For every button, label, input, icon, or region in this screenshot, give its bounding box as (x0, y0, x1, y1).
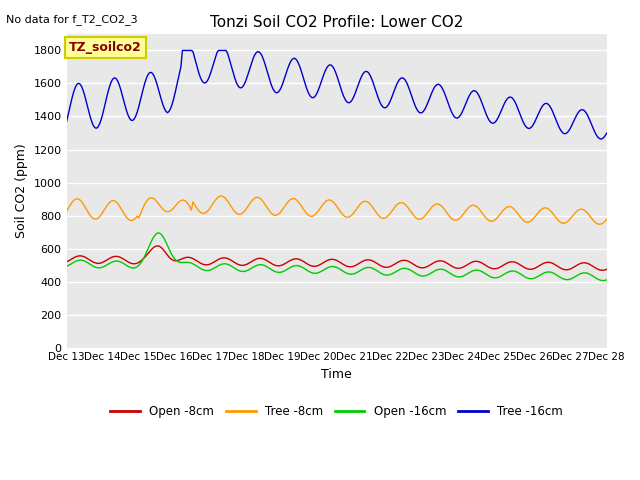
Text: TZ_soilco2: TZ_soilco2 (69, 41, 142, 54)
X-axis label: Time: Time (321, 368, 352, 381)
Title: Tonzi Soil CO2 Profile: Lower CO2: Tonzi Soil CO2 Profile: Lower CO2 (210, 15, 463, 30)
Text: No data for f_T2_CO2_3: No data for f_T2_CO2_3 (6, 14, 138, 25)
Y-axis label: Soil CO2 (ppm): Soil CO2 (ppm) (15, 144, 28, 238)
Legend: Open -8cm, Tree -8cm, Open -16cm, Tree -16cm: Open -8cm, Tree -8cm, Open -16cm, Tree -… (106, 401, 568, 423)
